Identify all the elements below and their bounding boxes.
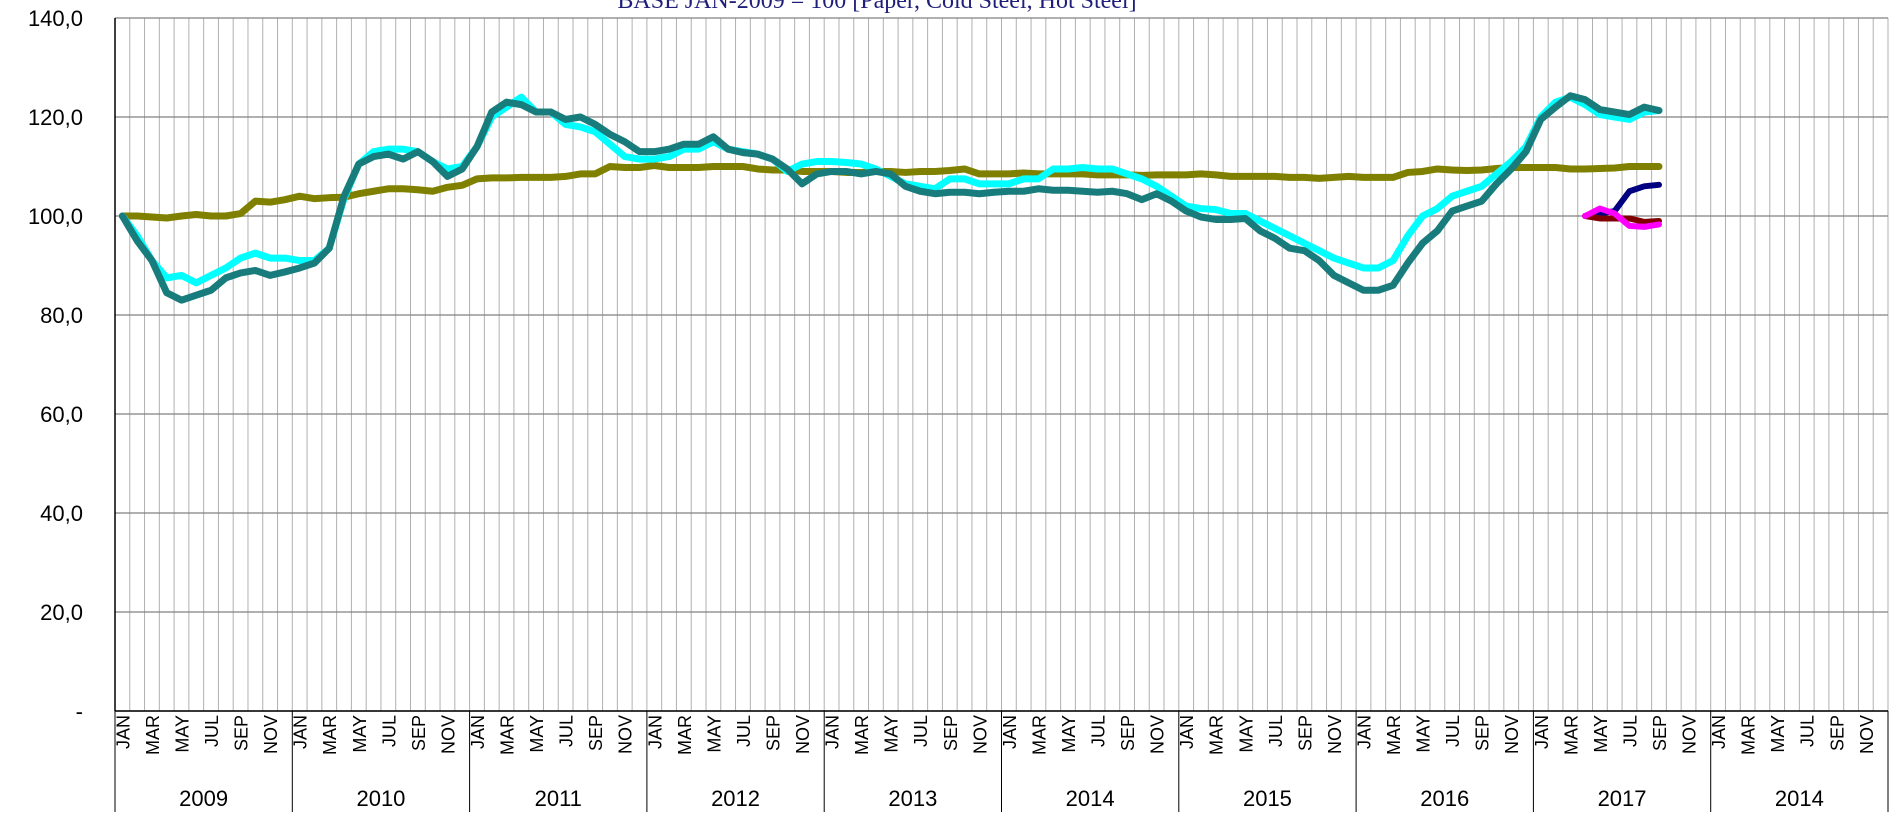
x-tick-label: SEP <box>763 715 783 751</box>
year-label: 2016 <box>1420 786 1469 811</box>
year-label: 2014 <box>1066 786 1115 811</box>
x-tick-label: NOV <box>1502 715 1522 754</box>
year-label: 2015 <box>1243 786 1292 811</box>
x-tick-label: MAR <box>1561 715 1581 755</box>
x-tick-label: JAN <box>1354 715 1374 749</box>
series-line <box>1582 181 1662 219</box>
y-tick-label: 80,0 <box>40 303 83 328</box>
year-label: 2013 <box>888 786 937 811</box>
x-tick-label: MAY <box>1236 715 1256 753</box>
series-line <box>1582 205 1662 230</box>
x-tick-label: MAR <box>1029 715 1049 755</box>
x-tick-label: NOV <box>1325 715 1345 754</box>
x-tick-label: NOV <box>970 715 990 754</box>
x-tick-label: JAN <box>1532 715 1552 749</box>
x-tick-label: MAR <box>675 715 695 755</box>
x-tick-label: JAN <box>823 715 843 749</box>
x-tick-label: MAY <box>1414 715 1434 753</box>
year-label: 2010 <box>356 786 405 811</box>
y-tick-label: 40,0 <box>40 501 83 526</box>
x-tick-label: MAY <box>882 715 902 753</box>
series-line <box>118 93 1663 287</box>
x-tick-label: JAN <box>645 715 665 749</box>
x-tick-label: SEP <box>1295 715 1315 751</box>
x-tick-label: JUL <box>1443 715 1463 747</box>
x-tick-label: MAR <box>1739 715 1759 755</box>
x-tick-label: MAR <box>1207 715 1227 755</box>
x-tick-label: JUL <box>734 715 754 747</box>
x-tick-label: JUL <box>1620 715 1640 747</box>
x-tick-label: MAY <box>704 715 724 753</box>
x-tick-label: JUL <box>379 715 399 747</box>
x-tick-label: JUL <box>557 715 577 747</box>
x-tick-label: NOV <box>793 715 813 754</box>
x-tick-label: SEP <box>586 715 606 751</box>
x-tick-label: JAN <box>113 715 133 749</box>
x-tick-label: SEP <box>232 715 252 751</box>
x-tick-label: JUL <box>202 715 222 747</box>
x-tick-label: SEP <box>409 715 429 751</box>
x-tick-label: JUL <box>1798 715 1818 747</box>
x-tick-label: SEP <box>1827 715 1847 751</box>
x-tick-label: MAY <box>1591 715 1611 753</box>
x-tick-label: SEP <box>1473 715 1493 751</box>
x-tick-label: SEP <box>941 715 961 751</box>
x-tick-label: MAY <box>527 715 547 753</box>
x-tick-label: SEP <box>1118 715 1138 751</box>
series-line <box>118 92 1663 304</box>
x-tick-label: JUL <box>1089 715 1109 747</box>
year-label: 2009 <box>179 786 228 811</box>
x-tick-label: MAR <box>1384 715 1404 755</box>
x-tick-label: NOV <box>616 715 636 754</box>
x-tick-label: MAY <box>350 715 370 753</box>
x-tick-label: MAY <box>172 715 192 753</box>
x-tick-label: MAY <box>1768 715 1788 753</box>
x-tick-label: JUL <box>911 715 931 747</box>
year-label: 2014 <box>1775 786 1824 811</box>
y-tick-label: 60,0 <box>40 402 83 427</box>
x-tick-label: JAN <box>1177 715 1197 749</box>
chart-title: BASE JAN-2009 = 100 [Paper, Cold Steel, … <box>617 0 1136 14</box>
x-tick-label: NOV <box>438 715 458 754</box>
x-tick-label: MAR <box>320 715 340 755</box>
x-tick-label: JAN <box>1709 715 1729 749</box>
x-tick-label: JAN <box>468 715 488 749</box>
y-tick-label: 20,0 <box>40 600 83 625</box>
x-tick-label: JUL <box>1266 715 1286 747</box>
y-tick-label: 120,0 <box>28 105 83 130</box>
x-tick-label: SEP <box>1650 715 1670 751</box>
x-tick-label: MAR <box>852 715 872 755</box>
x-tick-label: NOV <box>1857 715 1877 754</box>
x-tick-label: MAR <box>498 715 518 755</box>
x-tick-label: NOV <box>1148 715 1168 754</box>
year-label: 2012 <box>711 786 760 811</box>
x-tick-label: MAR <box>143 715 163 755</box>
x-tick-label: JAN <box>1000 715 1020 749</box>
x-tick-label: NOV <box>261 715 281 754</box>
y-tick-label: 140,0 <box>28 6 83 31</box>
x-tick-label: JAN <box>291 715 311 749</box>
year-label: 2017 <box>1598 786 1647 811</box>
x-tick-label: NOV <box>1680 715 1700 754</box>
year-label: 2011 <box>535 786 582 811</box>
y-tick-label: - <box>76 699 83 724</box>
x-tick-label: MAY <box>1059 715 1079 753</box>
y-tick-label: 100,0 <box>28 204 83 229</box>
